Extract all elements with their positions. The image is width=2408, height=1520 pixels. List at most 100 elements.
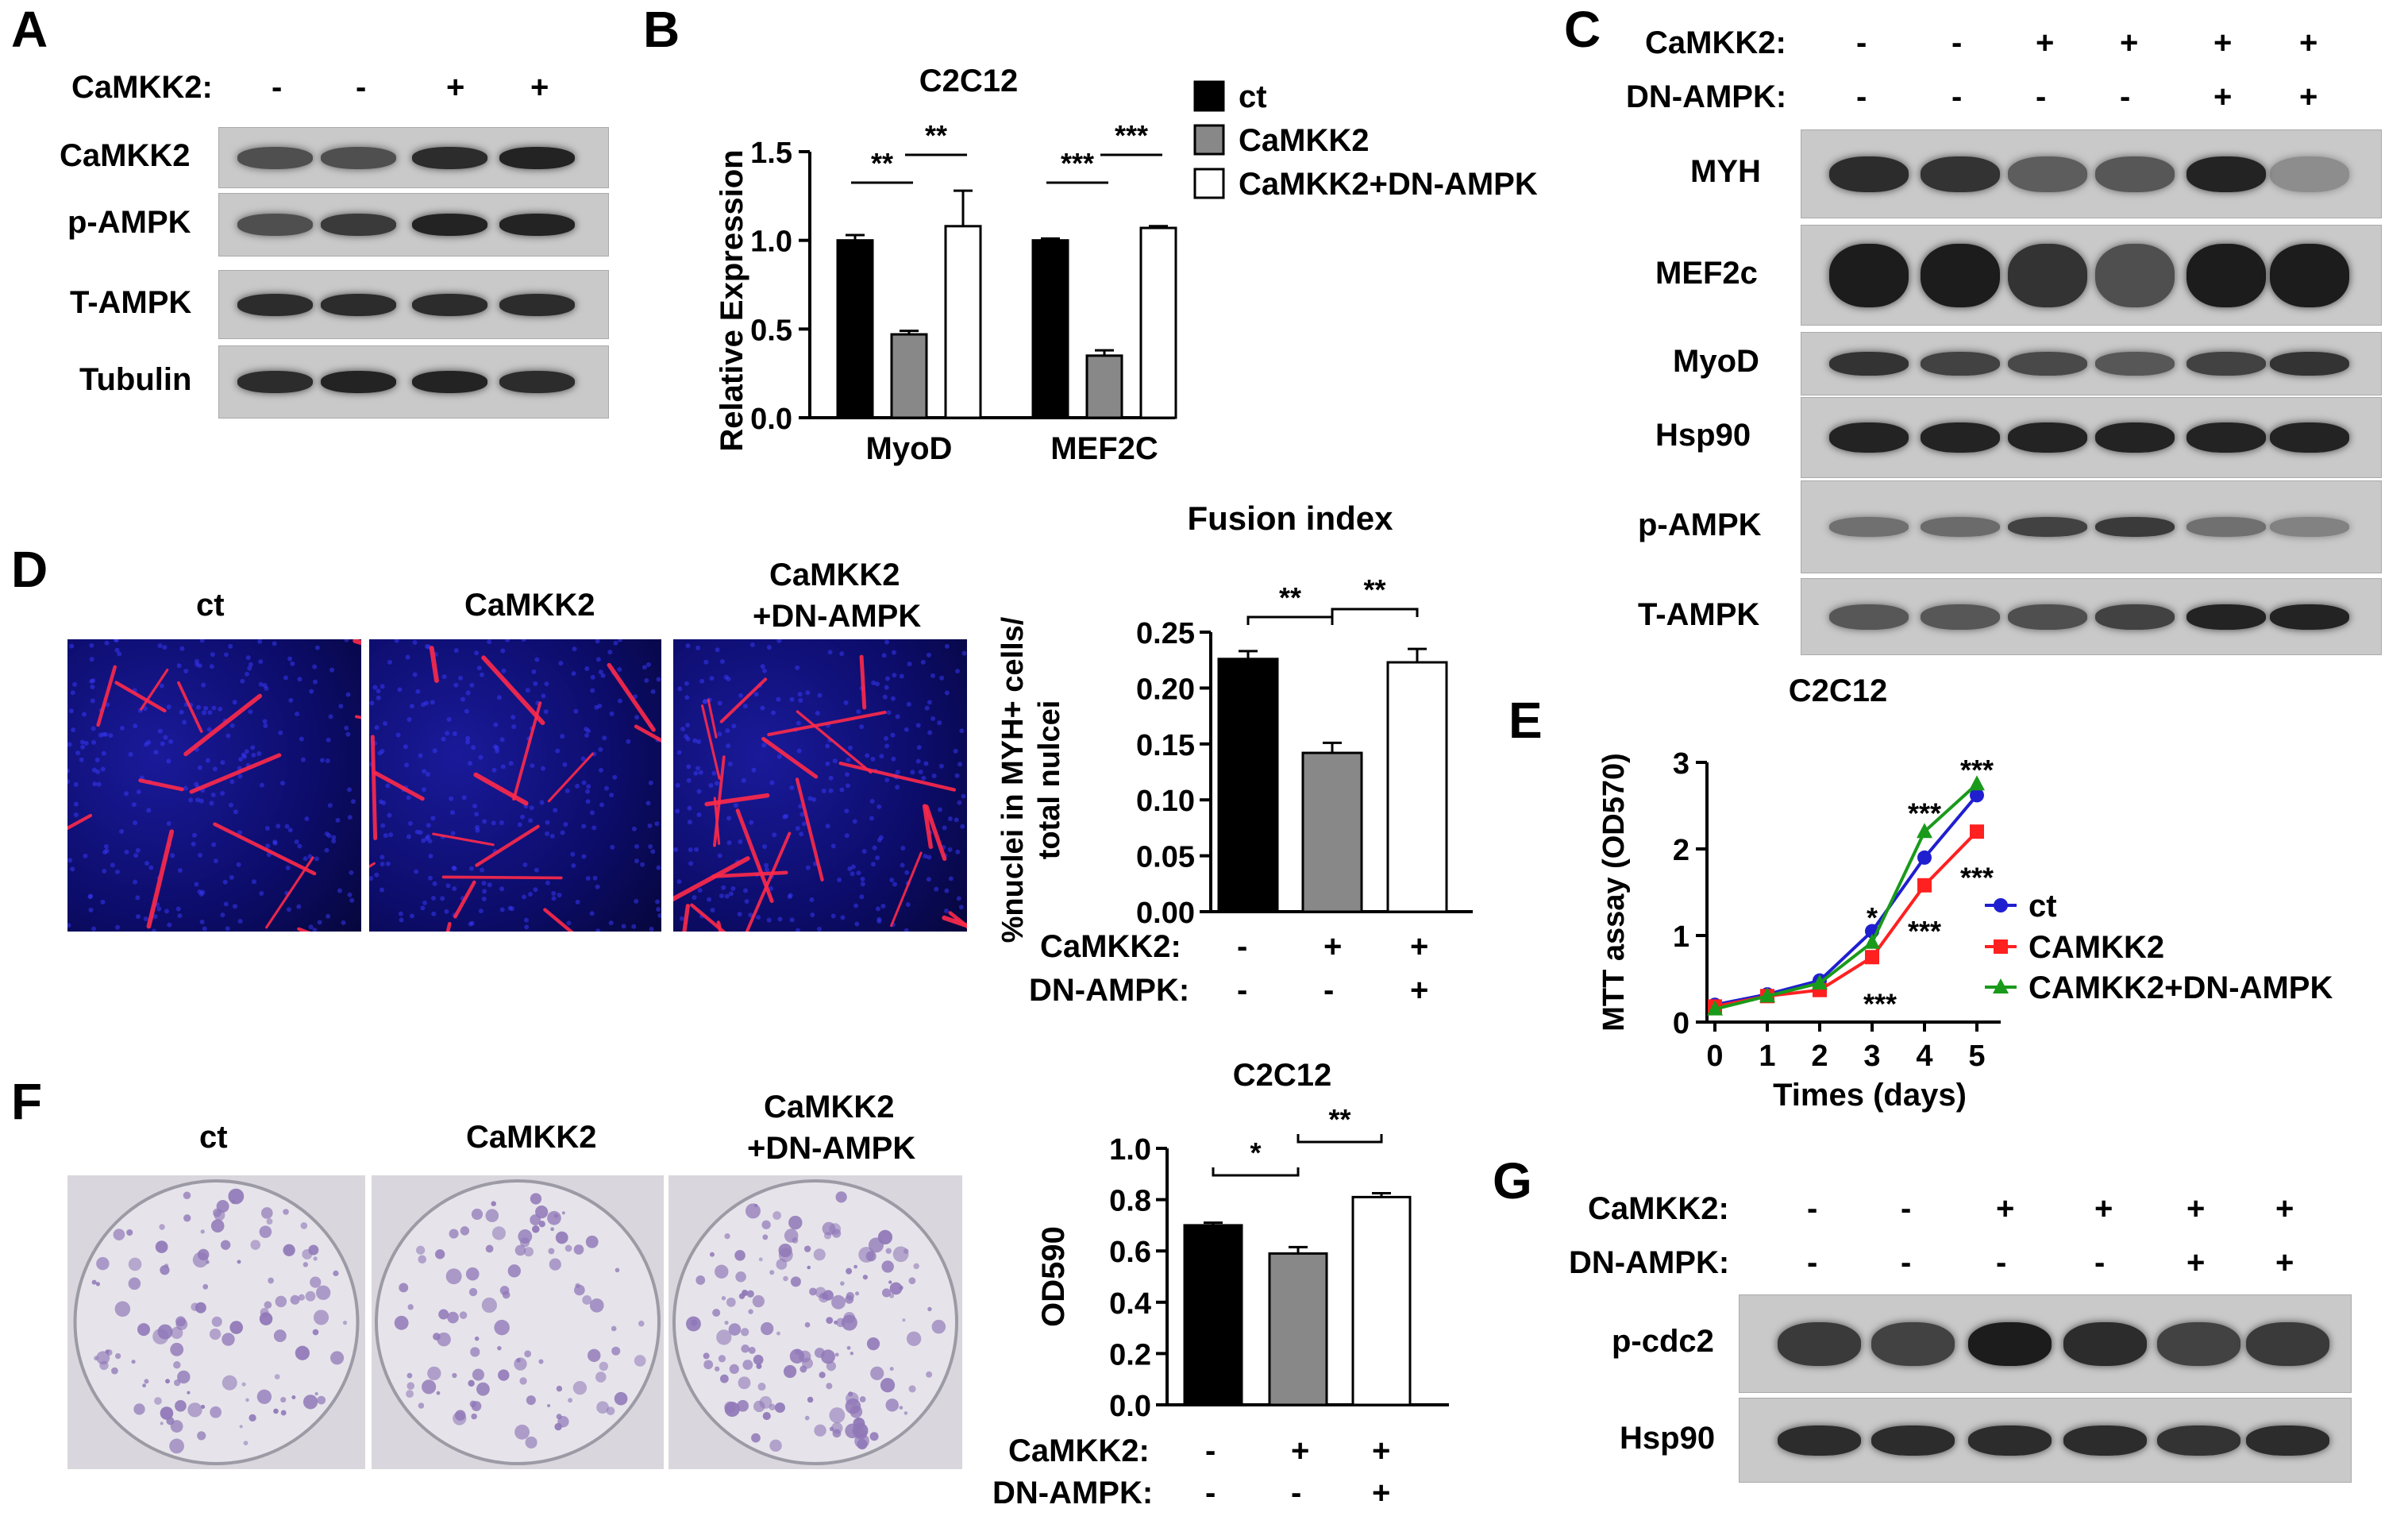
panel-g-row-0-band-4 <box>2156 1321 2240 1366</box>
panel-c-row-3-band-1 <box>1921 422 2000 453</box>
panel-a-row-label-2: T-AMPK <box>70 284 192 320</box>
panel-f-dish-1 <box>372 1175 664 1469</box>
panel-a-camkk2-label: CaMKK2: <box>71 70 213 105</box>
panel-a-row-2-blot <box>218 270 609 339</box>
chart-e-point-2-3 <box>1864 933 1880 949</box>
chart-b-ylabel: Relative Expression <box>715 149 749 451</box>
panel-d-dnampk-label: DN-AMPK: <box>1029 973 1190 1008</box>
panel-c-row-0-band-1 <box>1921 156 2000 192</box>
panel-a-row-0-band-3 <box>499 146 575 169</box>
chart-b-bar-1-2 <box>1139 226 1177 419</box>
chart-d-sig-label-1: ** <box>1363 573 1385 606</box>
panel-g-camkk2-sign-5: + <box>2275 1191 2294 1226</box>
chart-e-annotation-0: * <box>1867 901 1878 934</box>
panel-a-row-3-band-2 <box>411 371 487 393</box>
panel-c-camkk2-sign-3: + <box>2120 25 2139 60</box>
panel-a-sign-1: - <box>356 70 367 105</box>
panel-c-row-5-band-0 <box>1829 604 1909 630</box>
panel-g-camkk2-sign-1: - <box>1901 1191 1912 1226</box>
panel-g-row-1-band-2 <box>1967 1425 2052 1456</box>
panel-c-camkk2-sign-5: + <box>2299 25 2318 60</box>
chart-e-xtick-label-1: 1 <box>1759 1040 1775 1073</box>
chart-f-title: C2C12 <box>1233 1058 1332 1093</box>
chart-e-xtick-label-3: 3 <box>1863 1040 1880 1073</box>
panel-c-row-3-band-4 <box>2186 422 2266 453</box>
chart-b-legend-swatch-2 <box>1193 168 1225 199</box>
chart-b-sig-label-2: *** <box>1061 147 1094 179</box>
panel-c-camkk2-sign-0: - <box>1856 25 1867 60</box>
panel-c-row-0-band-4 <box>2186 156 2266 192</box>
panel-d-fibers-2 <box>673 639 967 932</box>
chart-e-point-2-2 <box>1812 974 1828 990</box>
panel-c-row-label-3: Hsp90 <box>1655 418 1751 453</box>
chart-f-sig-label-1: ** <box>1328 1103 1350 1136</box>
panel-c-row-4-band-3 <box>2095 517 2175 537</box>
chart-e-line-2 <box>1714 782 1978 1011</box>
chart-e-point-2-0 <box>1707 1000 1723 1016</box>
chart-e-annotation-1: *** <box>1863 987 1897 1020</box>
panel-c-dnampk-sign-0: - <box>1856 79 1867 114</box>
chart-e-annotation-2: *** <box>1908 797 1941 830</box>
panel-a-row-3-band-3 <box>499 371 575 393</box>
panel-d-camkk2-sign-1: + <box>1323 929 1343 964</box>
chart-d-title: Fusion index <box>1187 500 1393 537</box>
panel-c-row-label-1: MEF2c <box>1655 255 1758 291</box>
chart-d-bar-1 <box>1301 751 1363 913</box>
chart-e-annotation-4: *** <box>1960 754 1994 786</box>
chart-f-ytick-label-2: 0.4 <box>1109 1287 1151 1321</box>
panel-f-colonies-0 <box>73 1179 360 1465</box>
panel-f-image-title-1-0: CaMKK2 <box>466 1120 597 1155</box>
panel-g-row-1-band-4 <box>2156 1425 2240 1456</box>
panel-a-row-2-band-2 <box>411 293 487 316</box>
panel-c-row-4-band-4 <box>2186 517 2266 537</box>
panel-c-dnampk-sign-1: - <box>1951 79 1963 114</box>
panel-d-dnampk-sign-0: - <box>1237 973 1248 1008</box>
chart-b: C2C12 Relative Expression 0.0 0.5 1.0 1.5 MyoD… <box>715 64 1538 466</box>
chart-b-category-1: MEF2C <box>1050 431 1158 466</box>
panel-d-micrograph-2 <box>673 639 967 932</box>
panel-c-row-4-band-0 <box>1829 517 1909 537</box>
panel-a-row-0-band-1 <box>320 146 396 169</box>
chart-e-point-1-4 <box>1917 878 1932 893</box>
chart-b-bar-0-1 <box>890 333 928 419</box>
panel-c-row-label-0: MYH <box>1690 154 1761 189</box>
panel-letter-f: F <box>11 1073 43 1130</box>
panel-g-row-label-1: Hsp90 <box>1620 1420 1716 1456</box>
panel-g-dnampk-sign-5: + <box>2275 1245 2294 1280</box>
panel-c-dnampk-sign-5: + <box>2299 79 2318 114</box>
panel-g-row-0-band-5 <box>2245 1321 2329 1366</box>
panel-a-row-0-blot <box>218 127 609 188</box>
panel-letter-a: A <box>11 1 48 58</box>
chart-e-xlabel: Times (days) <box>1773 1078 1967 1113</box>
panel-c-row-4-blot <box>1801 480 2382 573</box>
panel-d-micrograph-1 <box>369 639 661 932</box>
panel-a-sign-3: + <box>530 70 549 105</box>
panel-c-row-2-band-2 <box>2008 352 2087 376</box>
panel-c-row-0-blot <box>1801 129 2382 218</box>
panel-g-row-0-band-0 <box>1777 1321 1861 1366</box>
panel-g-row-1-band-1 <box>1871 1425 1955 1456</box>
panel-g-row-0-blot <box>1739 1294 2352 1393</box>
chart-b-legend-label-0: ct <box>1239 79 1267 114</box>
chart-e-annotation-5: *** <box>1960 861 1994 893</box>
panel-c-row-1-blot <box>1801 225 2382 326</box>
chart-d: Fusion index %nuclei in MYH+ cells/total … <box>996 500 1473 943</box>
panel-f-camkk2-sign-0: - <box>1205 1433 1216 1468</box>
panel-c-row-0-band-0 <box>1829 156 1909 192</box>
panel-d-fibers-1 <box>369 639 661 932</box>
chart-b-bar-1-0 <box>1031 239 1069 419</box>
chart-e-ytick-label-1: 1 <box>1673 920 1689 954</box>
panel-c-row-2-band-0 <box>1829 352 1909 376</box>
chart-f-sig-line-1 <box>1296 1134 1383 1144</box>
panel-c-camkk2-sign-4: + <box>2213 25 2233 60</box>
panel-g-camkk2-sign-3: + <box>2094 1191 2113 1226</box>
panel-f-image-title-2-1: +DN-AMPK <box>747 1131 916 1166</box>
panel-c-row-5-band-5 <box>2270 604 2349 630</box>
chart-b-bar-1-1 <box>1085 354 1123 419</box>
chart-b-legend-label-1: CaMKK2 <box>1239 123 1369 158</box>
chart-f-ytick-label-3: 0.6 <box>1109 1236 1151 1269</box>
panel-g-dnampk-sign-2: - <box>1996 1245 2007 1280</box>
chart-e-ytick-label-3: 3 <box>1673 747 1689 781</box>
panel-f-colonies-2 <box>672 1179 958 1465</box>
